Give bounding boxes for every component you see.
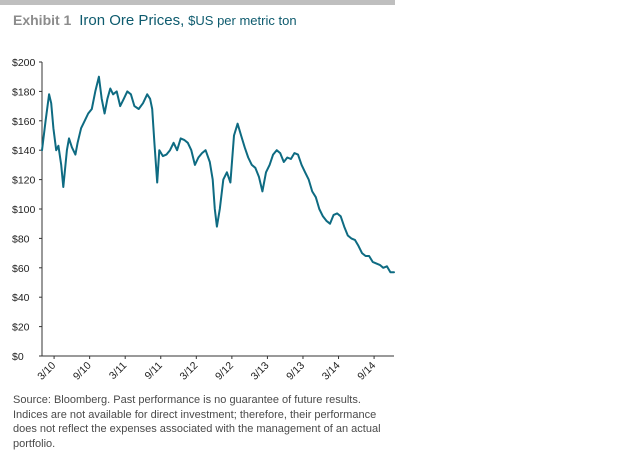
x-tick-label: 9/12 xyxy=(213,360,236,383)
chart-title: Exhibit 1 Iron Ore Prices, $US per metri… xyxy=(13,12,297,29)
x-tick-label: 3/13 xyxy=(249,360,272,383)
y-tick-label: $160 xyxy=(12,116,36,128)
y-tick-label: $180 xyxy=(12,86,36,98)
y-tick-label: $100 xyxy=(12,204,36,216)
y-tick-label: $120 xyxy=(12,175,36,187)
x-tick-label: 3/12 xyxy=(177,360,200,383)
y-axis: $0 $20 $40 $60 $80 $100 $120 $140 $160 $180 $200 xyxy=(12,57,43,363)
y-tick-label: $200 xyxy=(12,57,36,69)
x-tick-label: 9/11 xyxy=(142,360,164,382)
price-line xyxy=(41,75,395,274)
y-tick-label: $60 xyxy=(12,263,30,275)
x-tick-label: 3/11 xyxy=(107,360,129,382)
x-tick-label: 9/10 xyxy=(71,360,94,383)
x-tick-label: 9/14 xyxy=(355,360,378,383)
price-chart: $0 $20 $40 $60 $80 $100 $120 $140 $160 $180 $200 3… xyxy=(12,57,395,383)
y-tick-label: $140 xyxy=(12,145,36,157)
y-tick-label: $40 xyxy=(12,292,30,304)
exhibit-label: Exhibit 1 xyxy=(13,12,72,28)
y-tick-label: $0 xyxy=(12,351,24,363)
y-tick-label: $20 xyxy=(12,322,30,334)
source-note: Source: Bloomberg. Past performance is n… xyxy=(13,394,381,450)
x-tick-label: 3/14 xyxy=(320,360,343,383)
x-tick-label: 3/10 xyxy=(35,360,58,383)
y-tick-label: $80 xyxy=(12,233,30,245)
x-axis: 3/10 9/10 3/11 9/11 3/12 9/12 3/13 9/13 3/14 9/14 xyxy=(35,355,394,383)
top-rule xyxy=(0,0,395,5)
x-tick-label: 9/13 xyxy=(284,360,307,383)
plot-area xyxy=(41,75,395,274)
title-text: Iron Ore Prices, xyxy=(79,12,185,29)
title-units: $US per metric ton xyxy=(188,13,297,28)
